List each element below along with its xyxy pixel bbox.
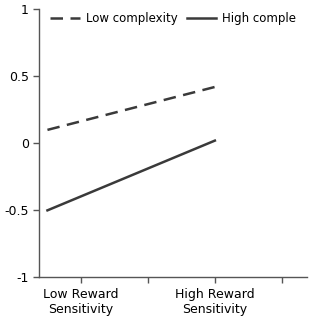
Legend: Low complexity, High comple: Low complexity, High comple [50, 12, 296, 25]
